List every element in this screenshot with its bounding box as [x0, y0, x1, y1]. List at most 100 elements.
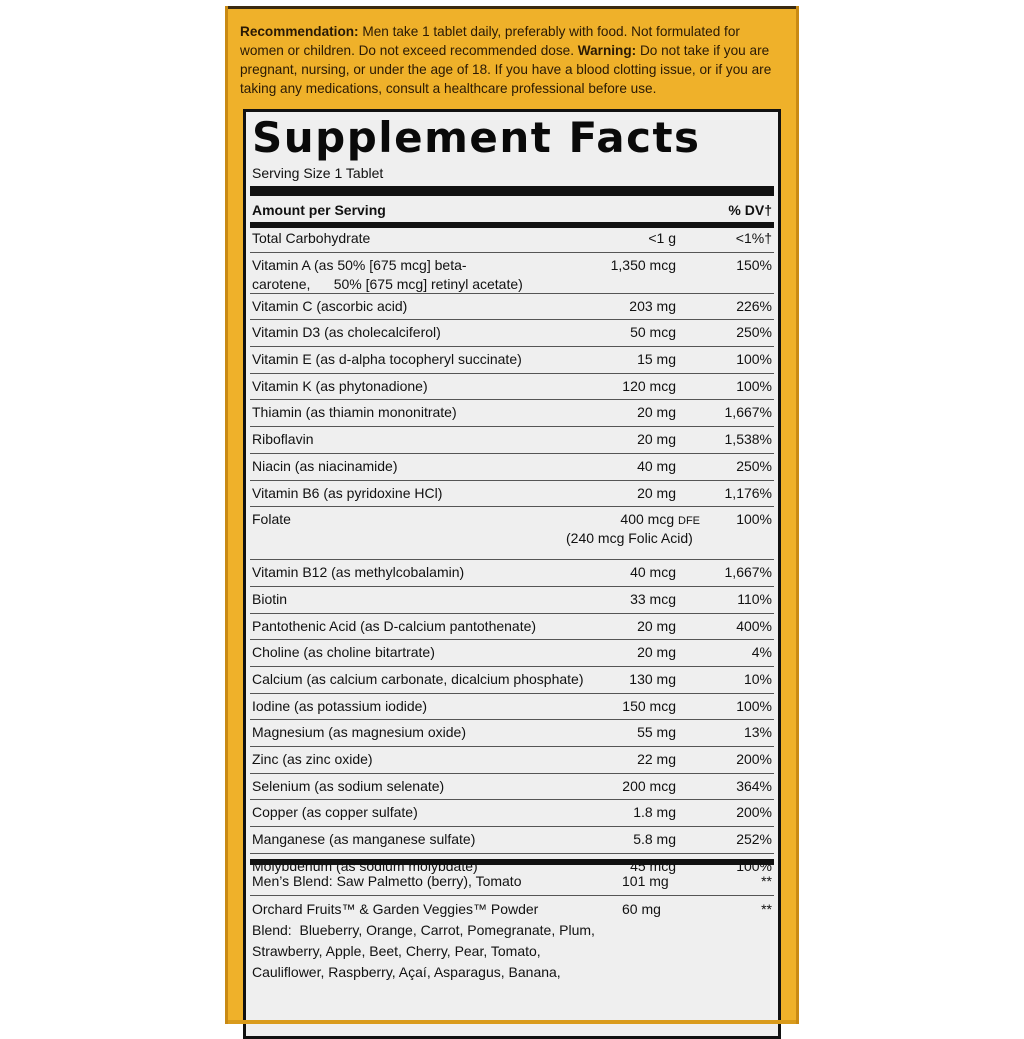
- amount-value: 203 mg: [629, 297, 676, 314]
- nutrient-name: Copper (as copper sulfate): [252, 804, 418, 821]
- amount-value: 40 mg: [637, 457, 676, 474]
- nutrient-name: Biotin: [252, 590, 288, 607]
- blend-table: Men’s Blend: Saw Palmetto (berry), Tomat…: [250, 868, 774, 1036]
- nutrient-name: Choline (as choline bitartrate): [252, 644, 435, 661]
- table-row: Thiamin (as thiamin mononitrate) 20 mg 1,6…: [250, 399, 774, 426]
- nutrient-name: Pantothenic Acid (as D-calcium pantothen…: [252, 617, 537, 634]
- nutrient-dv: <1%†: [735, 230, 772, 246]
- nutrient-amount: 5.8 mg: [550, 830, 676, 849]
- amount-value: 150 mcg: [622, 697, 676, 714]
- nutrient-dv: 100%: [736, 351, 772, 368]
- nutrient-name: Vitamin D3 (as cholecalciferol): [252, 324, 441, 341]
- blend-amount: 60 mg: [622, 901, 661, 917]
- nutrient-dv: 100%: [736, 511, 772, 528]
- nutrient-name: Thiamin (as thiamin mononitrate): [252, 404, 457, 421]
- amount-value: 20 mg: [637, 484, 676, 501]
- nutrient-name: Niacin (as niacinamide): [252, 457, 398, 474]
- nutrient-name: Vitamin E (as d-alpha tocopheryl succina…: [252, 351, 522, 368]
- nutrient-dv: 250%: [736, 457, 772, 474]
- header-divider: [250, 222, 774, 228]
- nutrient-name: Total Carbohydrate: [252, 230, 371, 246]
- table-row: Total Carbohydrate <1 g <1%†: [250, 226, 774, 252]
- table-row: Biotin 33 mcg 110%: [250, 585, 774, 613]
- table-row: Vitamin K (as phytonadione) 120 mcg 100%: [250, 372, 774, 400]
- amount-value: 200 mcg: [622, 777, 676, 794]
- blend-name: Orchard Fruits™ & Garden Veggies™ Powder…: [252, 901, 595, 980]
- nutrient-amount: 40 mcg: [550, 563, 676, 582]
- nutrient-dv: 400%: [736, 617, 772, 634]
- blend-row: Men’s Blend: Saw Palmetto (berry), Tomat…: [250, 868, 774, 895]
- label-box: Recommendation: Men take 1 tablet daily,…: [225, 6, 799, 1039]
- nutrient-name: Iodine (as potassium iodide): [252, 697, 428, 714]
- recommendation-label: Recommendation:: [240, 24, 359, 39]
- recommendation-text: Recommendation: Men take 1 tablet daily,…: [240, 22, 784, 98]
- table-row: Vitamin E (as d-alpha tocopheryl succina…: [250, 346, 774, 373]
- nutrient-name: Zinc (as zinc oxide): [252, 751, 373, 767]
- nutrient-amount: 200 mcg: [550, 777, 676, 796]
- nutrient-name: Calcium (as calcium carbonate, dicalcium…: [252, 670, 584, 687]
- blend-name: Men’s Blend: Saw Palmetto (berry), Tomat…: [252, 873, 522, 889]
- column-header: Amount per Serving % DV†: [252, 200, 772, 222]
- box-top-edge: [228, 6, 796, 9]
- table-row: Calcium (as calcium carbonate, dicalcium…: [250, 665, 774, 693]
- amount-value: 120 mcg: [622, 377, 676, 394]
- table-row: Riboflavin 20 mg 1,538%: [250, 426, 774, 453]
- nutrient-table: Total Carbohydrate <1 g <1%† Vitamin A (as …: [250, 226, 774, 879]
- nutrient-amount: 400 mcg DFE: [550, 510, 700, 531]
- table-row: Copper (as copper sulfate) 1.8 mg 200%: [250, 799, 774, 826]
- nutrient-amount: 203 mg: [550, 297, 676, 316]
- nutrient-amount: 20 mg: [550, 617, 676, 636]
- amount-value: 20 mg: [637, 617, 676, 634]
- nutrient-amount: 20 mg: [550, 484, 676, 503]
- panel-title: Supplement Facts: [252, 113, 701, 162]
- amount-value: 20 mg: [637, 644, 676, 661]
- nutrient-name: Magnesium (as magnesium oxide): [252, 724, 466, 741]
- amount-value: <1 g: [648, 230, 676, 246]
- table-row: Vitamin D3 (as cholecalciferol) 50 mcg 250…: [250, 319, 774, 346]
- nutrient-dv: 100%: [736, 697, 772, 714]
- table-row: Niacin (as niacinamide) 40 mg 250%: [250, 452, 774, 480]
- amount-value: 15 mg: [637, 351, 676, 368]
- nutrient-dv: 4%: [751, 644, 772, 661]
- table-row: Manganese (as manganese sulfate) 5.8 mg 25…: [250, 826, 774, 853]
- recommendation-body: Men take 1 tablet daily, preferably with…: [240, 24, 740, 58]
- amount-value: 22 mg: [637, 751, 676, 767]
- nutrient-amount: 55 mg: [550, 723, 676, 742]
- blend-divider: [250, 859, 774, 865]
- nutrient-dv: 200%: [736, 804, 772, 821]
- blend-row: Orchard Fruits™ & Garden Veggies™ Powder…: [250, 895, 774, 1036]
- nutrient-name: Selenium (as sodium selenate): [252, 777, 445, 794]
- nutrient-amount: 33 mcg: [550, 590, 676, 609]
- nutrient-amount: 20 mg: [550, 403, 676, 422]
- thick-divider: [250, 186, 774, 196]
- warning-body: Do not take if you are pregnant, nursing…: [240, 43, 772, 96]
- nutrient-amount: <1 g: [550, 229, 676, 248]
- table-row: Iodine (as potassium iodide) 150 mcg 100%: [250, 692, 774, 720]
- nutrient-amount: 1,350 mcg: [550, 256, 676, 275]
- table-row: Pantothenic Acid (as D-calcium pantothen…: [250, 612, 774, 640]
- nutrient-amount: 150 mcg: [550, 697, 676, 716]
- table-row: Zinc (as zinc oxide) 22 mg 200%: [250, 746, 774, 773]
- amount-value: 5.8 mg: [633, 831, 676, 848]
- box-bottom-edge: [228, 1020, 796, 1024]
- table-row: Magnesium (as magnesium oxide) 55 mg 13%: [250, 719, 774, 746]
- nutrient-dv: 1,538%: [724, 431, 772, 448]
- nutrient-name: Vitamin C (ascorbic acid): [252, 297, 408, 314]
- nutrient-dv: 364%: [736, 777, 772, 794]
- nutrient-dv: 100%: [736, 377, 772, 394]
- amount-value: 55 mg: [637, 724, 676, 741]
- table-row: Selenium (as sodium selenate) 200 mcg 364%: [250, 772, 774, 800]
- nutrient-name: Vitamin A (as 50% [675 mcg] beta-caroten…: [252, 256, 523, 292]
- amount-value: 130 mg: [629, 670, 676, 687]
- warning-label: Warning:: [577, 43, 637, 58]
- nutrient-dv: 110%: [737, 590, 772, 607]
- table-row: Vitamin B6 (as pyridoxine HCl) 20 mg 1,176…: [250, 479, 774, 507]
- nutrient-amount: 22 mg: [550, 750, 676, 769]
- nutrient-amount: 20 mg: [550, 430, 676, 449]
- amount-value: 20 mg: [637, 404, 676, 421]
- nutrient-dv: 1,176%: [724, 484, 772, 501]
- nutrient-amount: 50 mcg: [550, 323, 676, 342]
- table-row: Folate 400 mcg DFE (240 mcg Folic Acid) 100…: [250, 506, 774, 559]
- amount-value: 20 mg: [637, 431, 676, 448]
- nutrient-dv: 150%: [736, 256, 772, 273]
